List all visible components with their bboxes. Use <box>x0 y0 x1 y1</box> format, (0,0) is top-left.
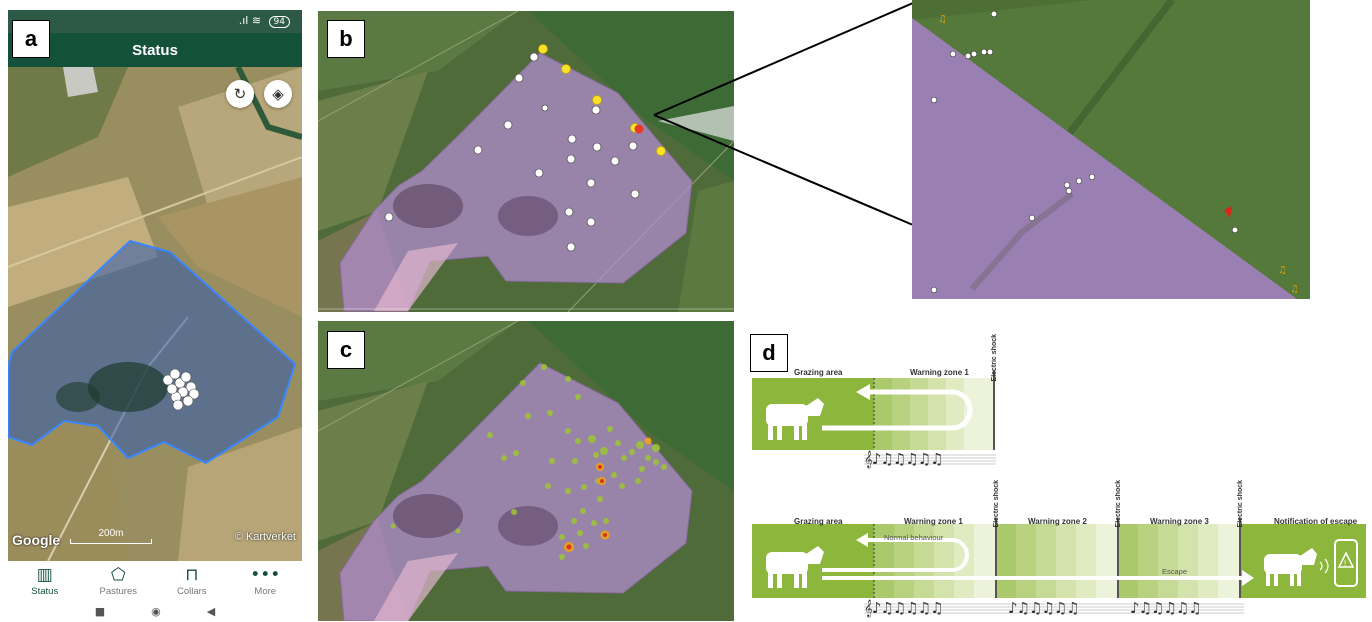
system-status: .ıl ≋ 94 <box>239 14 290 28</box>
collar-icon: ⊓ <box>185 564 199 585</box>
bottom-warning-tones-2: ♪♫♫♫♫♫ <box>1008 599 1080 617</box>
treble-clef-icon: 𝄞 <box>864 450 873 468</box>
audio-notes: ♪♫♫♫♫♫ <box>871 599 944 617</box>
bottom-grazing-area-label: Grazing area <box>794 517 843 526</box>
map-credit: © Kartverket <box>234 531 296 543</box>
audio-notes: ♪♫♫♫♫♫ <box>871 450 944 468</box>
recents-button[interactable]: ■ <box>94 605 106 618</box>
phone-map[interactable] <box>8 67 302 561</box>
nav-status[interactable]: ▥ Status <box>8 561 82 601</box>
top-warning-zone-1-label: Warning zone 1 <box>910 368 969 377</box>
top-warning-tones: 𝄞♪♫♫♫♫♫ <box>864 450 944 468</box>
more-dots-icon: ••• <box>250 564 281 585</box>
home-button[interactable]: ◉ <box>151 605 161 618</box>
scale-label: 200m <box>98 528 124 539</box>
bottom-nav: ▥ Status ⬠ Pastures ⊓ Collars ••• More <box>8 561 302 601</box>
nav-pastures[interactable]: ⬠ Pastures <box>82 561 156 601</box>
nav-label: Collars <box>176 585 207 597</box>
panel-label-c: c <box>327 331 365 369</box>
svg-text:♫: ♫ <box>1278 265 1287 276</box>
bottom-staff <box>864 603 1244 614</box>
diagram-bottom: ! <box>752 518 1366 598</box>
notification-label: Notification of escape <box>1274 517 1358 526</box>
diagram-top <box>752 370 995 450</box>
satellite-map-zoom: ♫ ♫ ♫ <box>912 0 1310 299</box>
zoomed-map-inset: ♫ ♫ ♫ <box>912 0 1310 299</box>
bottom-warning-zone-1-label: Warning zone 1 <box>904 517 963 526</box>
shock-label-2: Electric shock <box>1115 480 1122 528</box>
bottom-warning-tones-3: ♪♫♫♫♫♫ <box>1130 599 1202 617</box>
panel-label-b: b <box>327 20 365 58</box>
layers-button[interactable]: ◈ <box>264 80 292 108</box>
nav-collars[interactable]: ⊓ Collars <box>155 561 229 601</box>
shock-label-1: Electric shock <box>993 480 1000 528</box>
map-heatmap-warnings <box>318 321 734 621</box>
bottom-warning-tones-1: 𝄞♪♫♫♫♫♫ <box>864 599 944 617</box>
panel-label-a: a <box>12 20 50 58</box>
pasture-pentagon-icon: ⬠ <box>110 564 126 585</box>
audio-notes: ♪♫♫♫♫♫ <box>1130 599 1202 617</box>
battery-indicator: 94 <box>268 16 290 28</box>
android-nav-bar: ■ ◉ ◀ <box>8 601 302 622</box>
nav-more[interactable]: ••• More <box>229 561 303 601</box>
svg-text:!: ! <box>1344 559 1347 568</box>
refresh-button[interactable]: ↻ <box>226 80 254 108</box>
map-collar-positions <box>318 11 734 312</box>
escape-label: Escape <box>1162 567 1188 576</box>
normal-behaviour-label: Normal behaviour <box>884 533 944 542</box>
refresh-icon: ↻ <box>233 85 247 103</box>
nav-label: Pastures <box>99 585 138 597</box>
top-grazing-area-label: Grazing area <box>794 368 843 377</box>
svg-text:♫: ♫ <box>938 14 947 25</box>
map-scale: 200m <box>70 528 152 544</box>
top-electric-shock-label: Electric shock <box>991 334 998 382</box>
layers-icon: ◈ <box>272 85 284 103</box>
satellite-map-b <box>318 11 734 312</box>
top-staff <box>864 454 996 465</box>
audio-notes: ♪♫♫♫♫♫ <box>1008 599 1080 617</box>
google-logo: Google <box>12 532 61 548</box>
bottom-warning-zone-2-label: Warning zone 2 <box>1028 517 1087 526</box>
nav-label: More <box>254 585 277 597</box>
panel-label-d: d <box>750 334 788 372</box>
bottom-warning-zone-3-label: Warning zone 3 <box>1150 517 1209 526</box>
nav-label: Status <box>31 585 59 597</box>
treble-clef-icon: 𝄞 <box>864 599 873 617</box>
status-bar: .ıl ≋ 94 <box>8 10 302 33</box>
satellite-map-c <box>318 321 734 621</box>
app-header: Status <box>8 33 302 67</box>
shock-label-3: Electric shock <box>1237 480 1244 528</box>
virtual-fence-diagram: Grazing area Warning zone 1 Electric sho… <box>746 320 1372 622</box>
phone-app-panel: .ıl ≋ 94 Status ↻ ◈ Google 200m <box>8 10 302 622</box>
zoom-connector <box>653 2 914 226</box>
svg-text:♫: ♫ <box>1290 284 1299 295</box>
map-icon: ▥ <box>36 564 53 585</box>
back-button[interactable]: ◀ <box>206 605 216 618</box>
page-title: Status <box>132 41 178 59</box>
